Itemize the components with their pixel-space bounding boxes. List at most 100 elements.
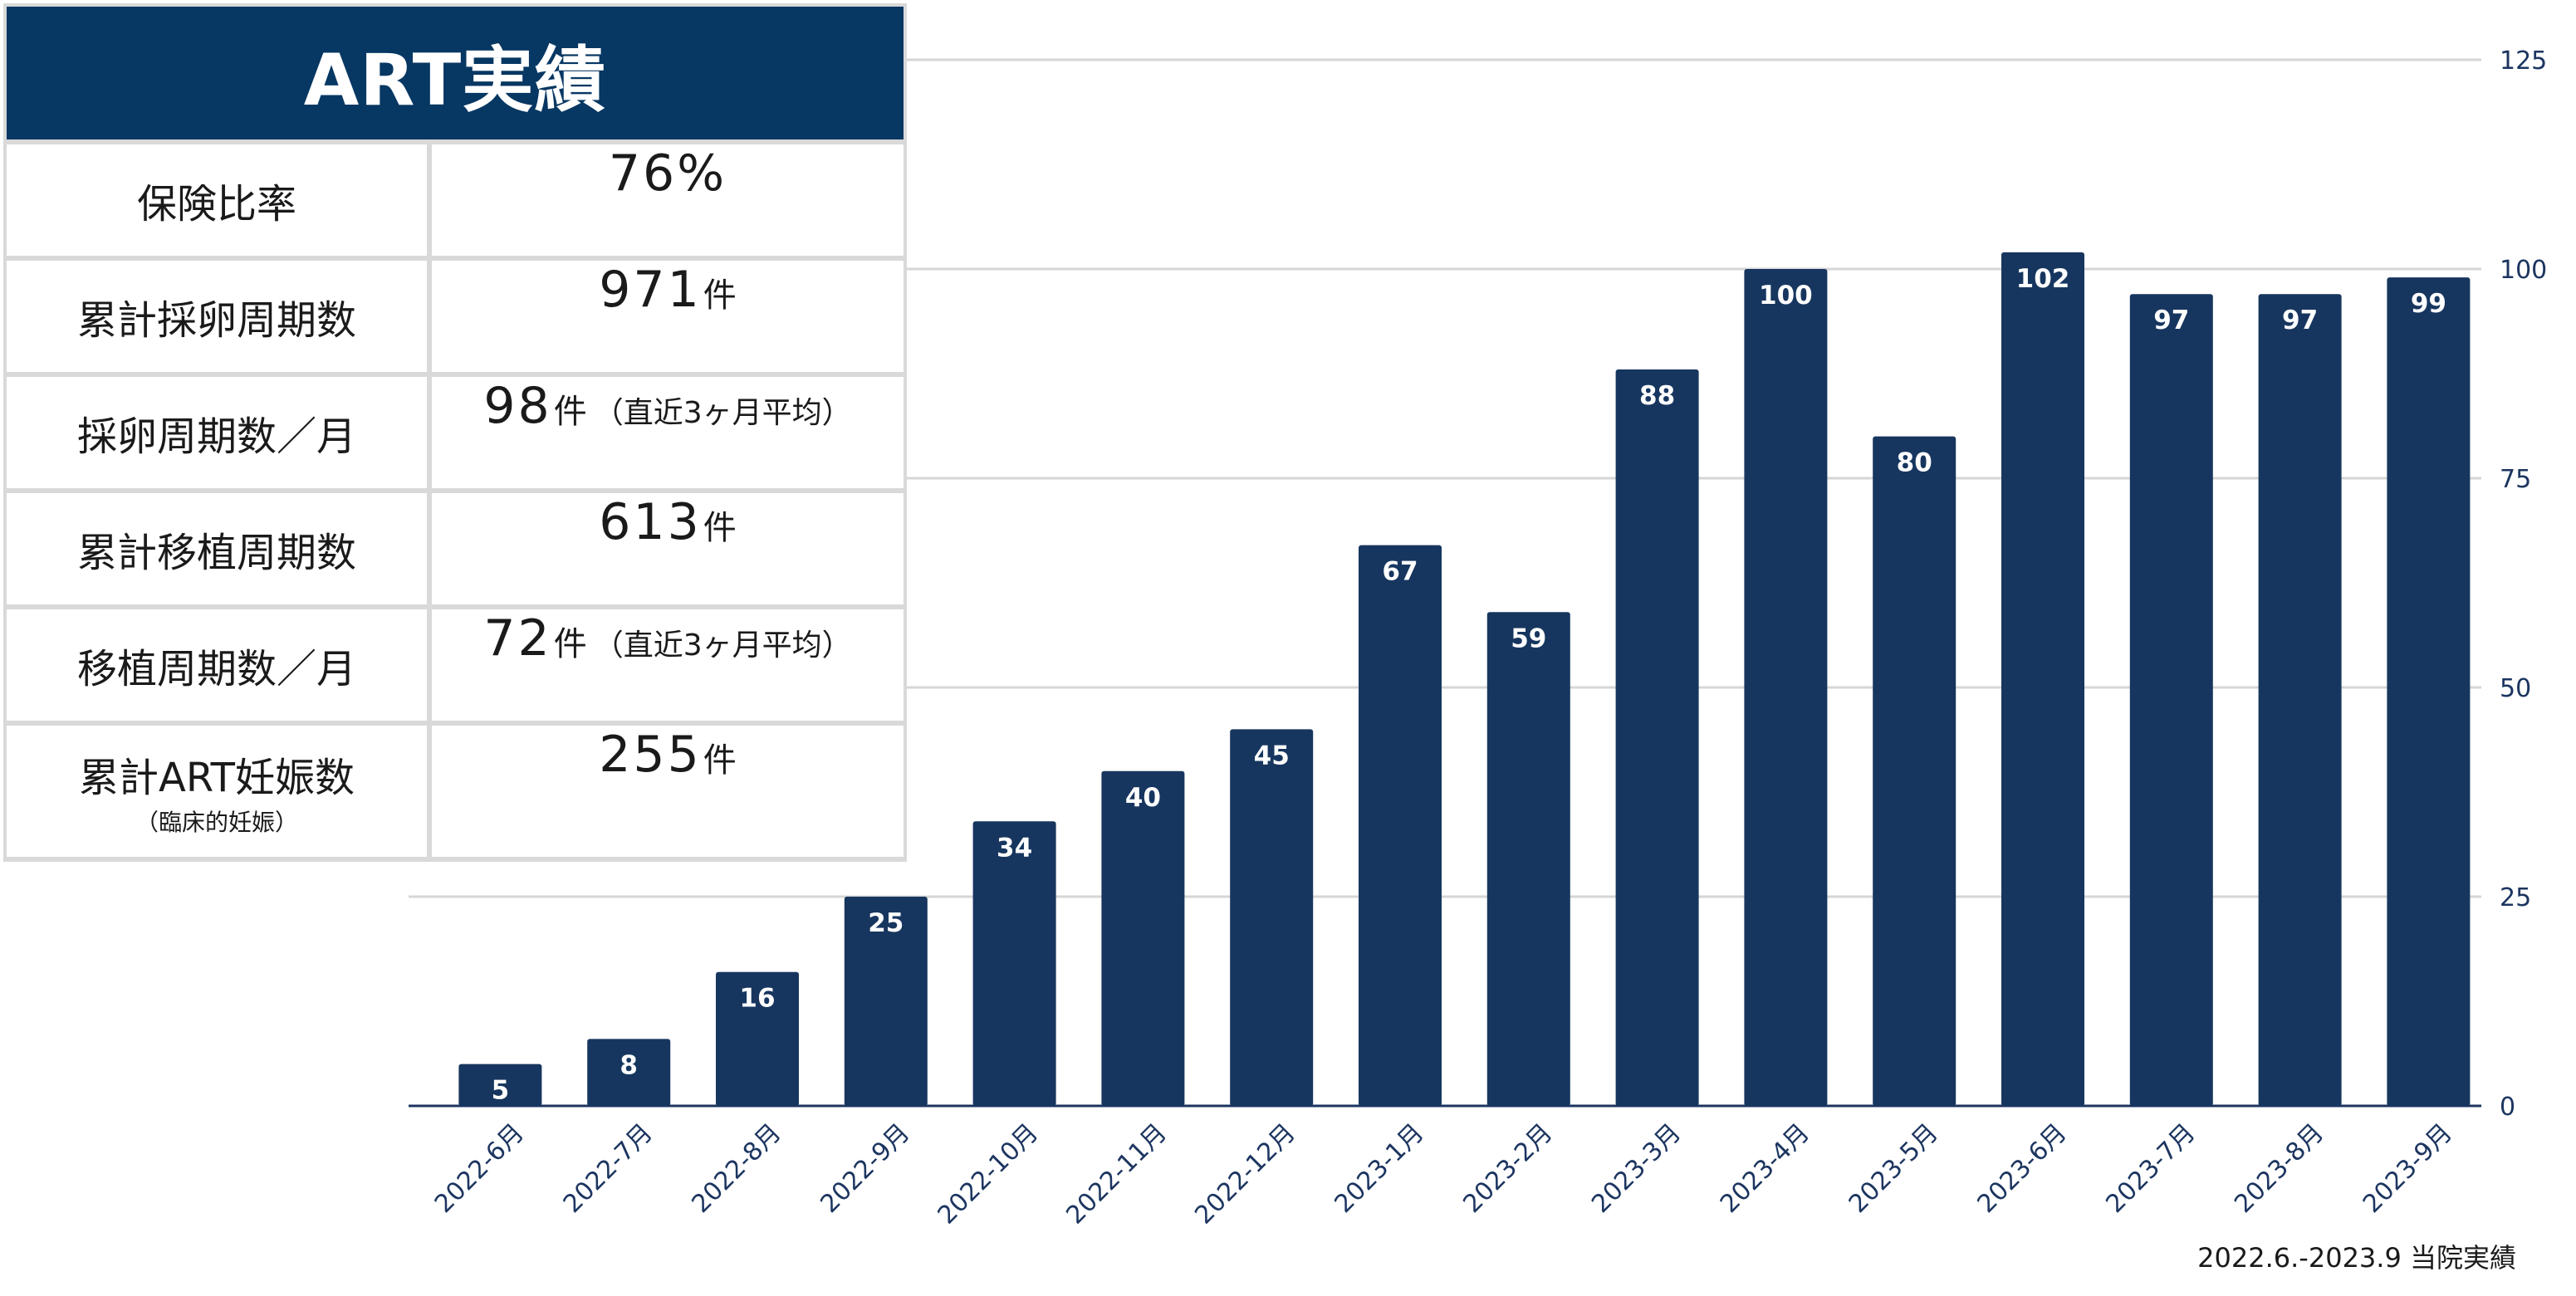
- stat-note: （直近3ヶ月平均）: [593, 628, 852, 663]
- x-axis-ticks: 2022-6月 2022-7月 2022-8月 2022-9月 2022-10月 2022…: [429, 1118, 2458, 1230]
- stat-label-text: 採卵周期数／月: [76, 413, 356, 460]
- y-tick-label: 25: [2500, 883, 2531, 912]
- bar-value-label: 97: [2153, 306, 2189, 335]
- x-tick-label: 2022-7月: [558, 1118, 659, 1219]
- stat-row-monthly-transfer-cycles: 移植周期数／月 72 件 （直近3ヶ月平均）: [7, 609, 904, 721]
- x-tick-label: 2022-10月: [933, 1118, 1045, 1230]
- stat-label-text: 累計採卵周期数: [76, 297, 356, 344]
- y-tick-label: 125: [2500, 46, 2547, 76]
- stat-number: 613: [599, 493, 702, 551]
- stat-label: 累計移植周期数: [7, 493, 427, 604]
- bar-value-label: 67: [1382, 557, 1418, 587]
- bar-value-label: 45: [1254, 741, 1290, 770]
- stat-label: 累計採卵周期数: [7, 261, 427, 372]
- x-tick-label: 2023-7月: [2100, 1118, 2201, 1219]
- bar-value-label: 8: [620, 1050, 638, 1080]
- stat-value: 255 件: [432, 726, 904, 857]
- stat-sublabel: （臨床的妊娠）: [135, 809, 298, 836]
- stat-label: 移植周期数／月: [7, 609, 427, 721]
- bar-value-label: 88: [1639, 381, 1675, 411]
- bar: [458, 1064, 542, 1106]
- bar: [716, 971, 799, 1106]
- y-tick-label: 100: [2500, 256, 2547, 285]
- stat-value: 72 件 （直近3ヶ月平均）: [432, 609, 904, 721]
- bar-value-label: 5: [492, 1076, 510, 1106]
- bar-value-label: 102: [2016, 264, 2070, 294]
- bar-value-label: 25: [868, 908, 904, 938]
- bar: [1101, 770, 1185, 1106]
- x-tick-label: 2022-11月: [1060, 1118, 1173, 1230]
- bar-value-label: 99: [2411, 289, 2446, 319]
- bar: [1359, 545, 1442, 1106]
- x-tick-label: 2023-6月: [1972, 1118, 2073, 1219]
- bar: [844, 897, 928, 1106]
- stat-note: （直近3ヶ月平均）: [593, 396, 852, 430]
- bar-value-label: 100: [1759, 281, 1813, 311]
- bar: [1615, 369, 1699, 1107]
- x-tick-label: 2023-5月: [1844, 1118, 1944, 1219]
- bar-value-label: 16: [739, 984, 775, 1014]
- bar: [1230, 729, 1314, 1106]
- bar-value-label: 80: [1897, 448, 1932, 478]
- x-tick-label: 2022-12月: [1189, 1118, 1301, 1230]
- stat-unit: 件: [703, 741, 737, 780]
- stat-label: 採卵周期数／月: [7, 377, 427, 488]
- bar-value-label: 97: [2282, 306, 2318, 335]
- stat-number: 971: [599, 261, 702, 319]
- stat-number: 76%: [608, 144, 727, 203]
- card-title: ART実績: [7, 7, 904, 139]
- stat-unit: 件: [703, 276, 737, 315]
- stat-unit: 件: [553, 393, 587, 431]
- y-axis-ticks: 0 25 50 75 100 125: [2500, 46, 2547, 1122]
- bar-value-labels: 5 8 16 25 34 40 45 67 59 88 100 80 102 97 97 99: [492, 264, 2446, 1106]
- bar: [587, 1039, 671, 1106]
- bar: [1873, 436, 1956, 1106]
- stat-row-total-transfer-cycles: 累計移植周期数 613 件: [7, 493, 904, 604]
- stat-number: 72: [483, 609, 552, 668]
- stat-label: 累計ART妊娠数 （臨床的妊娠）: [7, 726, 427, 857]
- bar-value-label: 34: [997, 833, 1032, 863]
- bar: [2387, 277, 2471, 1107]
- stat-label-text: 累計ART妊娠数: [78, 755, 355, 801]
- x-tick-label: 2022-8月: [687, 1118, 787, 1219]
- stat-value: 971 件: [432, 261, 904, 372]
- stat-label: 保険比率: [7, 144, 427, 256]
- stat-value: 98 件 （直近3ヶ月平均）: [432, 377, 904, 488]
- stat-unit: 件: [703, 509, 737, 547]
- bar: [1744, 269, 1828, 1106]
- x-tick-label: 2023-2月: [1457, 1118, 1558, 1219]
- bar: [972, 821, 1056, 1106]
- x-tick-label: 2023-3月: [1586, 1118, 1687, 1219]
- stat-number: 255: [599, 726, 702, 784]
- bar: [1486, 612, 1570, 1106]
- bar: [2258, 294, 2342, 1106]
- stat-row-insurance-ratio: 保険比率 76%: [7, 144, 904, 256]
- stat-label-text: 移植周期数／月: [76, 646, 356, 692]
- x-tick-label: 2023-8月: [2229, 1118, 2329, 1219]
- footnote: 2022.6.-2023.9 当院実績: [2197, 1242, 2516, 1274]
- stat-number: 98: [483, 377, 552, 435]
- stat-row-monthly-retrieval-cycles: 採卵周期数／月 98 件 （直近3ヶ月平均）: [7, 377, 904, 488]
- bars: [458, 252, 2471, 1107]
- stat-row-total-retrieval-cycles: 累計採卵周期数 971 件: [7, 261, 904, 372]
- bar-value-label: 59: [1511, 624, 1546, 653]
- bar: [2129, 294, 2213, 1106]
- stat-value: 613 件: [432, 493, 904, 604]
- x-tick-label: 2023-9月: [2358, 1118, 2458, 1219]
- stat-value: 76%: [432, 144, 904, 256]
- bar-value-label: 40: [1125, 783, 1161, 813]
- y-tick-label: 0: [2500, 1093, 2515, 1122]
- stat-unit: 件: [553, 625, 587, 663]
- y-tick-label: 50: [2500, 674, 2531, 703]
- x-tick-label: 2023-4月: [1715, 1118, 1815, 1219]
- stat-label-text: 累計移植周期数: [76, 530, 356, 576]
- bar: [2001, 252, 2084, 1107]
- art-stats-card: ART実績 保険比率 76% 累計採卵周期数 971 件 採卵周期数／月 98 …: [3, 3, 907, 862]
- y-tick-label: 75: [2500, 465, 2531, 494]
- x-tick-label: 2023-1月: [1330, 1118, 1430, 1219]
- stat-row-total-pregnancies: 累計ART妊娠数 （臨床的妊娠） 255 件: [7, 726, 904, 857]
- x-tick-label: 2022-9月: [815, 1118, 915, 1219]
- x-tick-label: 2022-6月: [429, 1118, 530, 1219]
- stat-label-text: 保険比率: [136, 181, 296, 227]
